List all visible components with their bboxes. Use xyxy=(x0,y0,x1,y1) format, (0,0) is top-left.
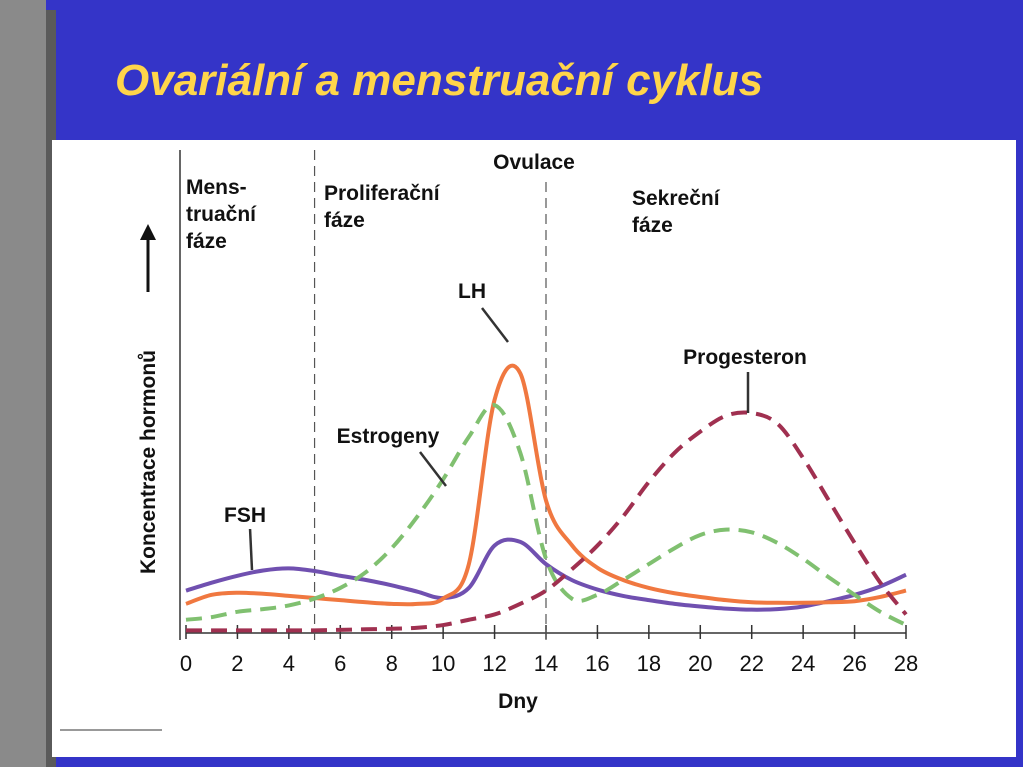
x-tick-label: 22 xyxy=(739,651,763,676)
annotation-bg xyxy=(320,176,500,256)
series-label: LH xyxy=(458,280,486,303)
label-bg xyxy=(478,680,610,718)
series-line xyxy=(185,537,907,612)
x-tick-label: 6 xyxy=(334,651,346,676)
leader-line xyxy=(481,307,509,343)
x-tick-label: 12 xyxy=(482,651,506,676)
annotation-bg xyxy=(476,145,598,179)
annotation-bg xyxy=(182,172,292,262)
x-tick-label: 14 xyxy=(534,651,558,676)
phase-label: Mens- xyxy=(186,176,247,199)
series-label-bg xyxy=(679,344,811,371)
y-axis-label: Koncentrace hormonů xyxy=(137,350,160,574)
series-label-bg xyxy=(332,423,444,450)
phase-label: fáze xyxy=(324,209,365,232)
phase-label: Proliferační xyxy=(324,182,441,205)
series-label-bg xyxy=(220,502,270,529)
x-tick-label: 0 xyxy=(180,651,192,676)
phase-label: Sekreční xyxy=(632,187,721,210)
x-tick-label: 24 xyxy=(791,651,815,676)
leader-line xyxy=(248,527,254,571)
series-line xyxy=(186,410,908,633)
y-arrow-head xyxy=(140,224,156,240)
side-strip xyxy=(0,0,46,767)
phase-label: truační xyxy=(186,203,257,226)
phase-label: fáze xyxy=(186,230,227,253)
x-tick-label: 28 xyxy=(894,651,918,676)
series-line xyxy=(185,403,907,627)
series-label-bg xyxy=(454,278,490,305)
x-tick-label: 26 xyxy=(842,651,866,676)
series-label: FSH xyxy=(224,504,266,527)
x-tick-label: 2 xyxy=(231,651,243,676)
x-axis-label: Dny xyxy=(498,690,538,713)
x-tick-label: 20 xyxy=(688,651,712,676)
leader-line xyxy=(419,451,447,487)
series-label: Progesteron xyxy=(683,346,807,369)
slide-title: Ovariální a menstruační cyklus xyxy=(115,56,764,105)
x-tick-label: 4 xyxy=(283,651,295,676)
ovulation-label: Ovulace xyxy=(493,151,575,174)
phase-label: fáze xyxy=(632,214,673,237)
side-shadow xyxy=(46,10,56,767)
x-tick-label: 16 xyxy=(585,651,609,676)
x-tick-label: 18 xyxy=(637,651,661,676)
x-tick-label: 10 xyxy=(431,651,455,676)
series-label: Estrogeny xyxy=(337,425,440,448)
annotation-bg xyxy=(628,180,808,260)
x-tick-label: 8 xyxy=(386,651,398,676)
